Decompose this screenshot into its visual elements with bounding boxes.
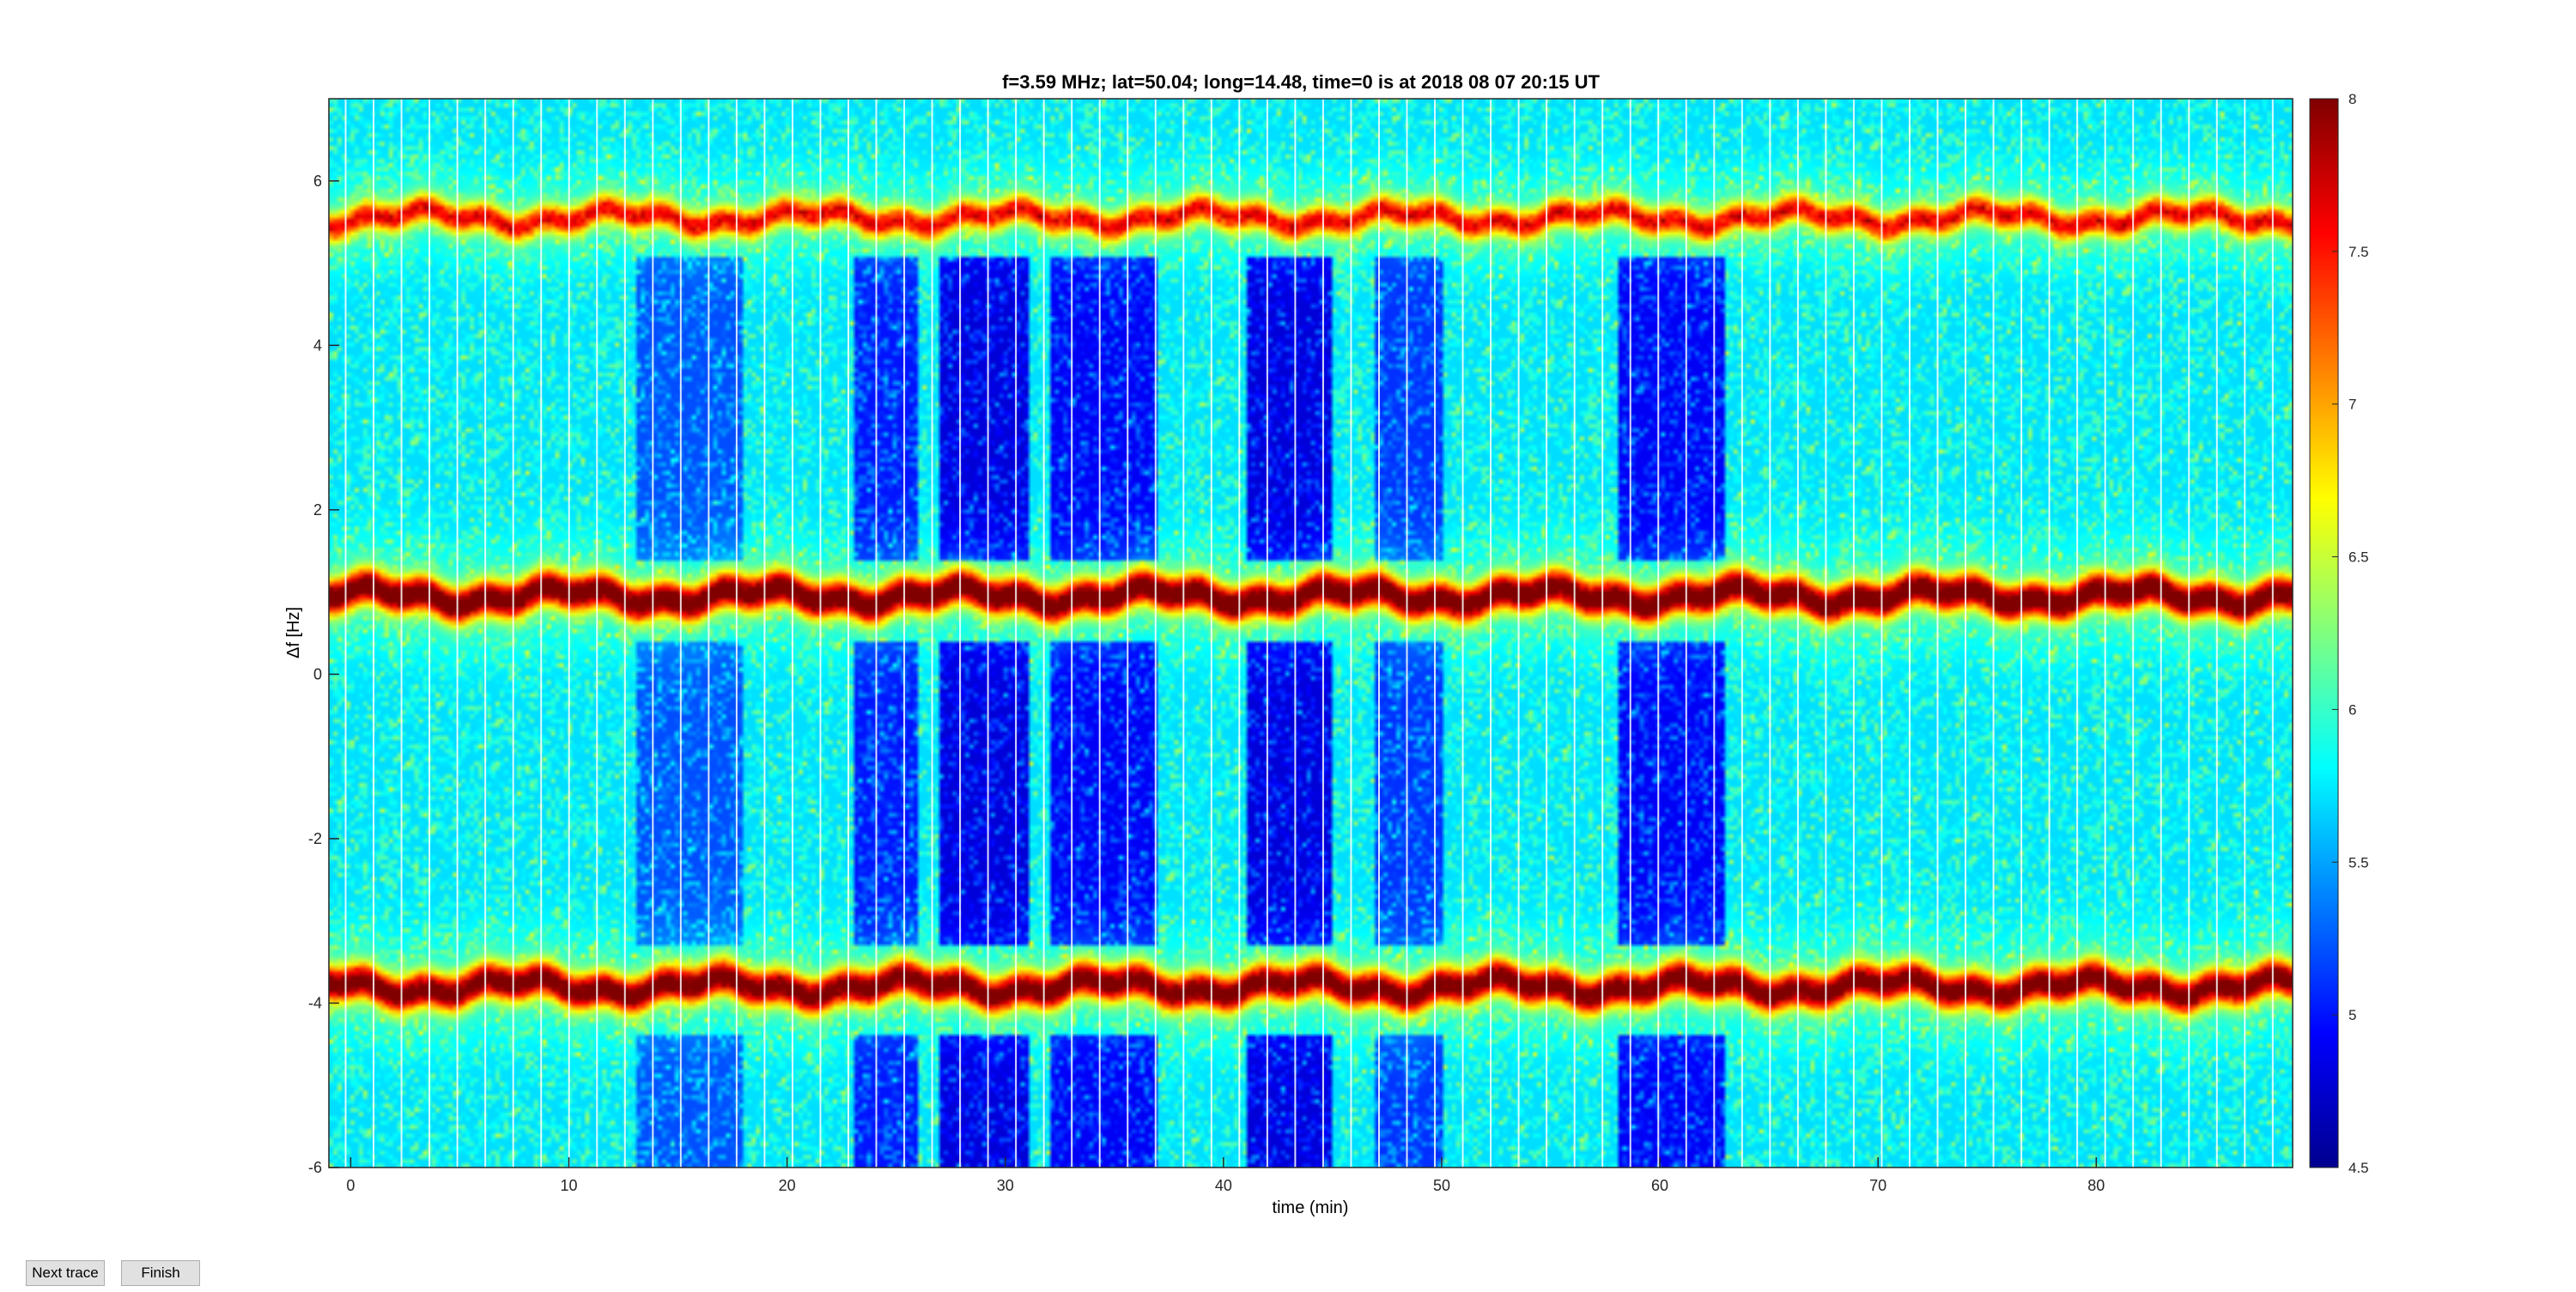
trace-gap-lines xyxy=(344,99,2274,1168)
x-tick-label: 70 xyxy=(1869,1177,1886,1194)
y-tick-label: 2 xyxy=(313,501,322,519)
x-axis-label: time (min) xyxy=(1273,1198,1349,1217)
plot-area xyxy=(328,98,2293,1168)
x-axis: 0 10 20 30 40 50 60 70 80 xyxy=(346,1157,2105,1194)
colorbar-tick-label: 6 xyxy=(2348,701,2356,718)
next-trace-button[interactable]: Next trace xyxy=(26,1260,105,1286)
colorbar-gradient xyxy=(2309,98,2339,1168)
x-tick-label: 40 xyxy=(1215,1177,1232,1194)
x-tick-label: 20 xyxy=(779,1177,796,1194)
x-tick-label: 80 xyxy=(2087,1177,2105,1194)
colorbar-ticks: 8 7.5 7 6.5 6 5.5 5 4.5 xyxy=(2332,91,2369,1176)
colorbar-tick-label: 6.5 xyxy=(2348,549,2369,566)
plot-frame xyxy=(328,98,2293,1168)
x-tick-label: 30 xyxy=(997,1177,1014,1194)
chart-title: f=3.59 MHz; lat=50.04; long=14.48, time=… xyxy=(1002,71,1600,93)
y-axis-label: Δf [Hz] xyxy=(284,607,303,658)
colorbar-tick-label: 5 xyxy=(2348,1007,2356,1023)
colorbar: 8 7.5 7 6.5 6 5.5 5 4.5 xyxy=(2309,91,2369,1176)
y-axis: -6 -4 -2 0 2 4 6 xyxy=(308,173,339,1176)
y-tick-label: 6 xyxy=(313,173,322,190)
spectrogram-figure: f=3.59 MHz; lat=50.04; long=14.48, time=… xyxy=(284,71,2369,1217)
colorbar-tick-label: 7 xyxy=(2348,397,2356,413)
colorbar-tick-label: 7.5 xyxy=(2348,244,2369,260)
finish-button[interactable]: Finish xyxy=(121,1260,200,1286)
x-tick-label: 60 xyxy=(1651,1177,1668,1194)
y-tick-label: -4 xyxy=(308,994,322,1011)
x-tick-label: 0 xyxy=(346,1177,355,1194)
spectrogram-heatmap xyxy=(329,99,2293,1168)
x-tick-label: 50 xyxy=(1433,1177,1450,1194)
y-tick-label: -6 xyxy=(308,1159,322,1176)
colorbar-tick-label: 8 xyxy=(2348,91,2356,107)
y-tick-label: -2 xyxy=(308,830,322,847)
colorbar-tick-label: 4.5 xyxy=(2348,1160,2369,1176)
y-tick-label: 0 xyxy=(313,665,322,682)
colorbar-tick-label: 5.5 xyxy=(2348,854,2369,870)
x-tick-label: 10 xyxy=(561,1177,578,1194)
y-tick-label: 4 xyxy=(313,337,322,354)
